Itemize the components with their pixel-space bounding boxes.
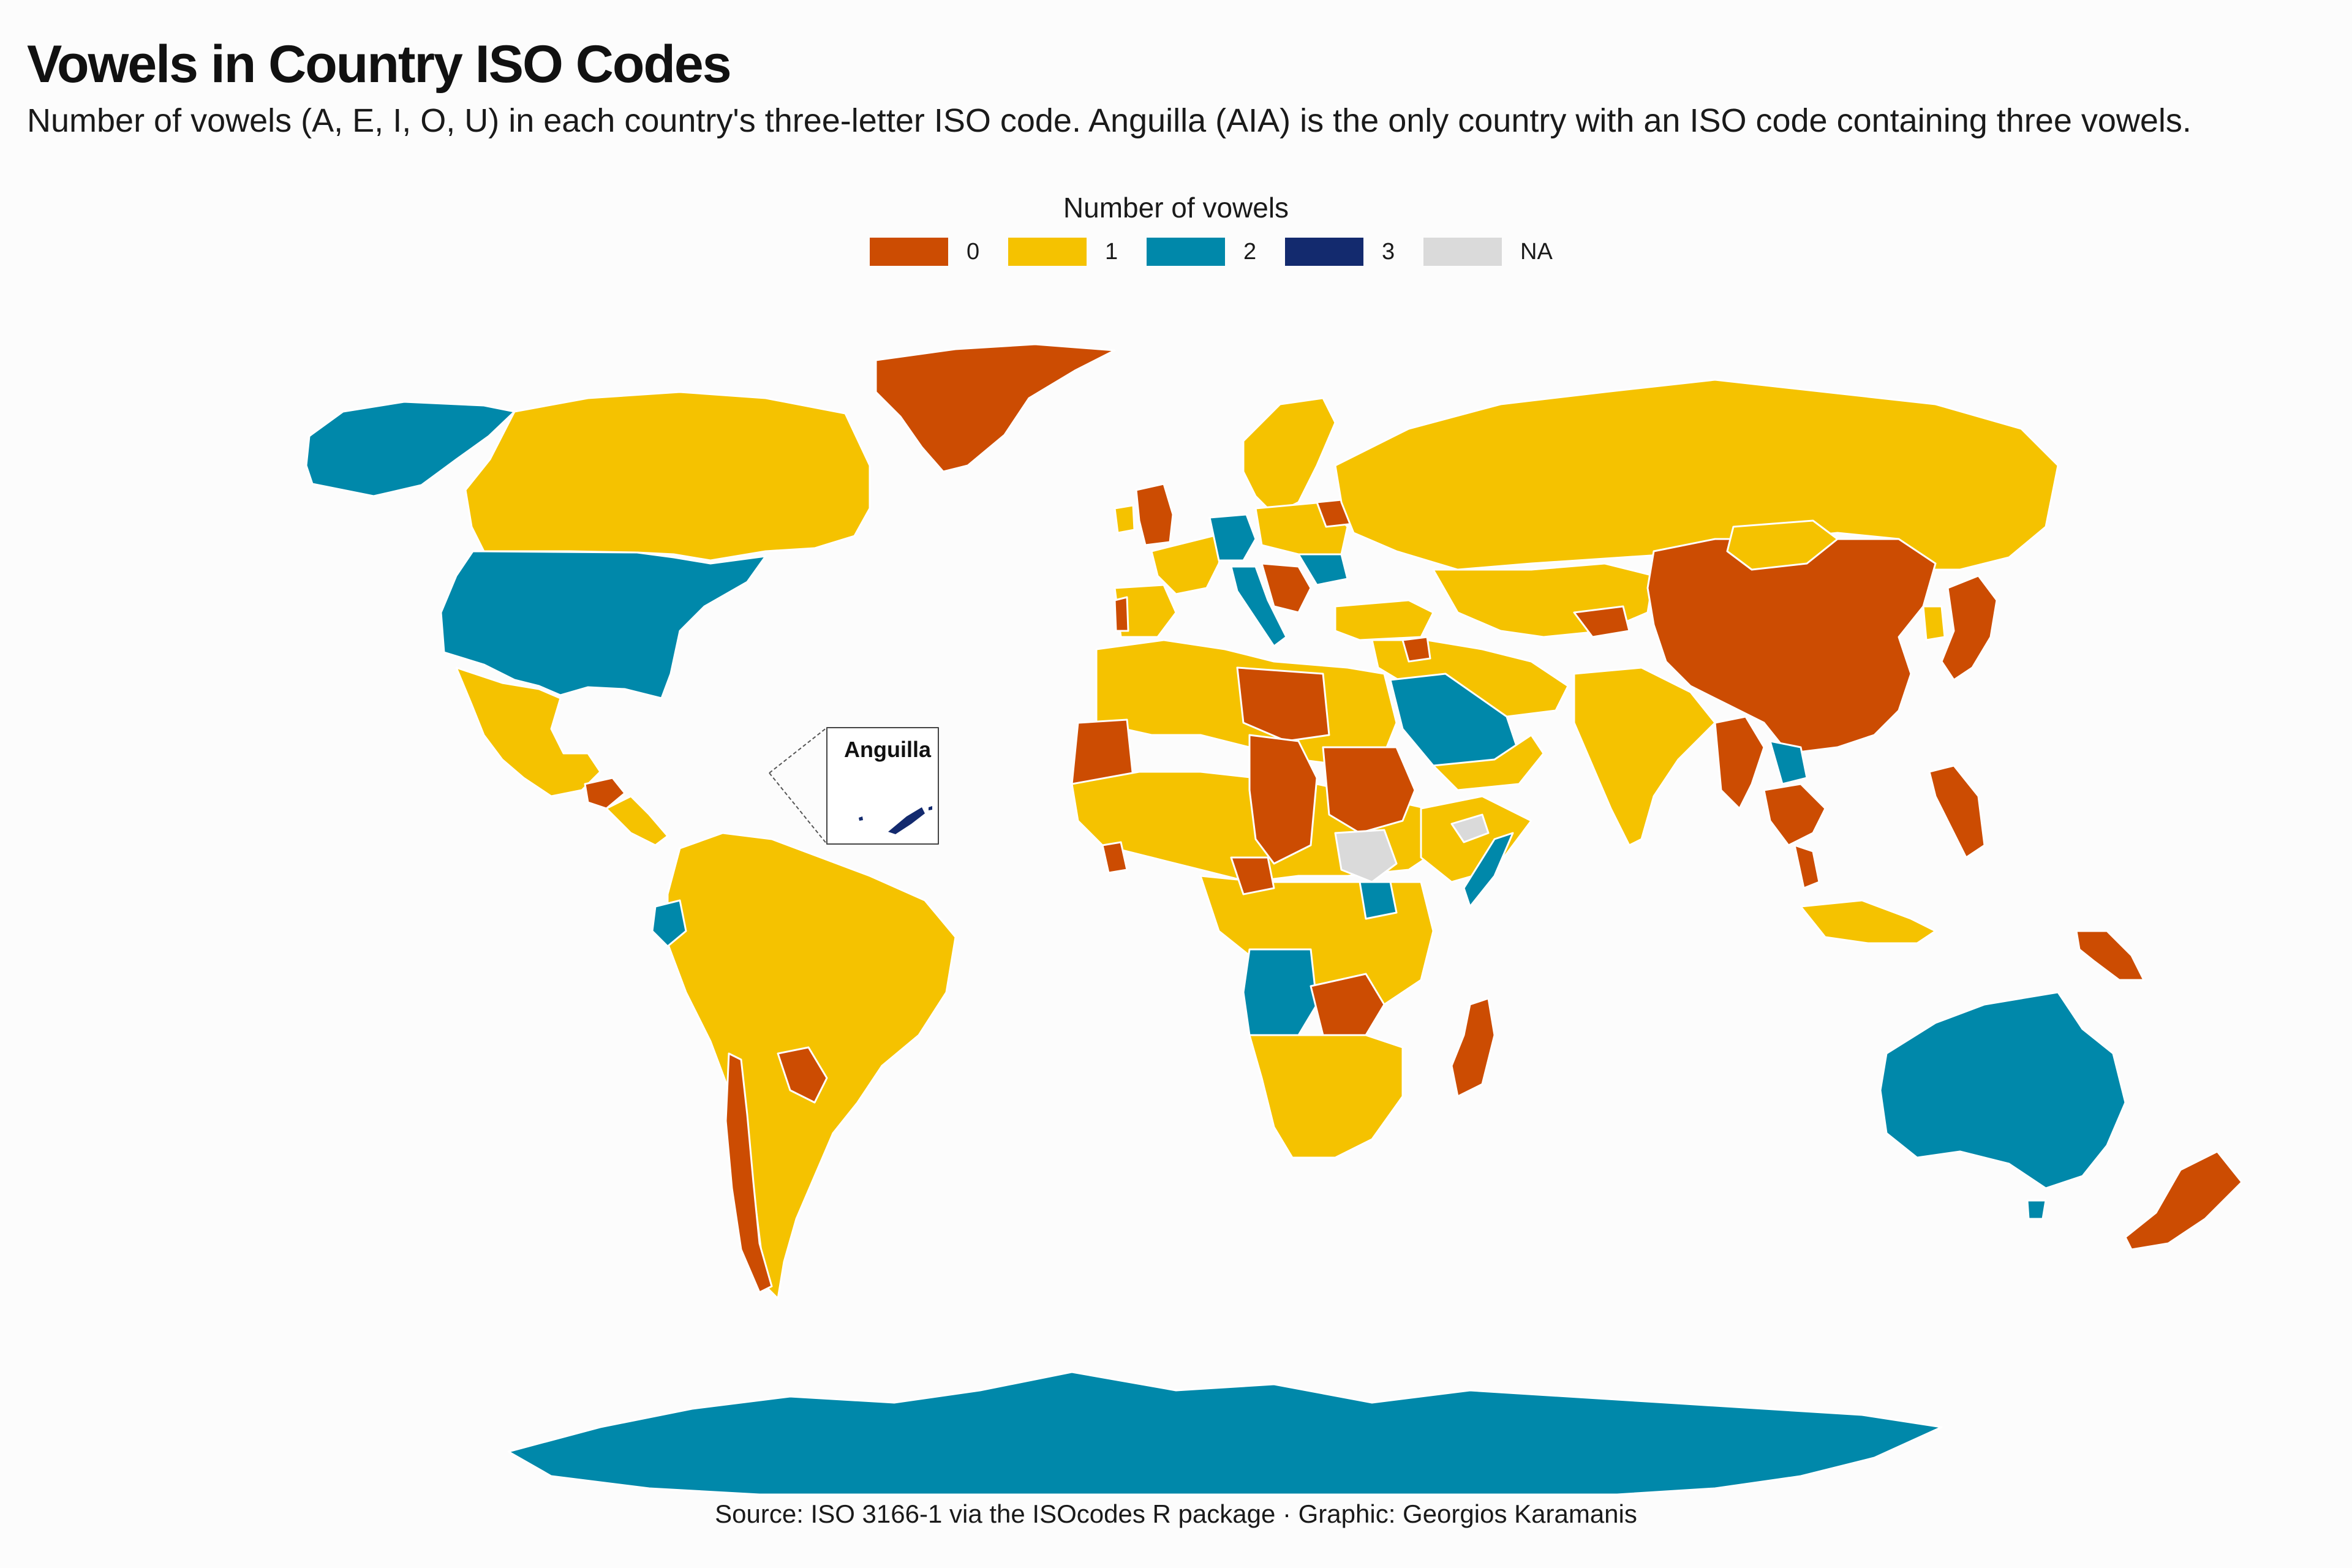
- region-na-africa: [1334, 829, 1398, 883]
- region-png: [2075, 930, 2145, 981]
- legend-label-0: 0: [967, 238, 980, 265]
- legend-label-3: 3: [1382, 238, 1395, 265]
- region-balkans: [1261, 562, 1312, 614]
- inset-title: Anguilla: [844, 737, 932, 762]
- legend-title: Number of vowels: [1063, 192, 1289, 224]
- map-title: Vowels in Country ISO Codes: [27, 35, 732, 94]
- region-uk: [1135, 483, 1174, 546]
- region-australia: [1879, 991, 2127, 1189]
- legend-swatch-1: [1008, 238, 1087, 266]
- region-chad-niger: [1248, 734, 1318, 865]
- legend-swatch-0: [870, 238, 948, 266]
- region-mexico: [455, 666, 601, 797]
- anguilla-islet-1: [859, 816, 863, 821]
- legend-item-na: NA: [1423, 238, 1553, 266]
- region-myanmar: [1714, 715, 1765, 810]
- region-turkey: [1334, 599, 1434, 641]
- region-laos: [1769, 740, 1808, 785]
- region-canada: [464, 391, 871, 562]
- region-ireland: [1114, 504, 1136, 534]
- inset-leader-top: [769, 727, 827, 774]
- inset-frame: [826, 727, 939, 845]
- anguilla-island: [888, 807, 925, 834]
- region-na-horn: [1450, 813, 1490, 843]
- region-scandinavia: [1242, 397, 1336, 516]
- legend-item-0: 0: [870, 238, 991, 266]
- region-cameroon: [1230, 856, 1275, 895]
- region-mongolia: [1726, 519, 1839, 571]
- region-italy: [1230, 565, 1287, 647]
- legend-swatch-2: [1147, 238, 1225, 266]
- region-usa: [440, 550, 767, 699]
- inset-leader-bottom: [769, 772, 827, 845]
- region-syria: [1401, 636, 1431, 663]
- region-kyrgyzstan-tajik: [1573, 605, 1630, 638]
- region-sudan: [1322, 746, 1416, 834]
- region-tasmania: [2026, 1199, 2047, 1220]
- map-regions: [305, 343, 2243, 1496]
- region-southeast-asia: [1800, 899, 1937, 944]
- region-zambia-zimbabwe: [1310, 973, 1385, 1036]
- region-southern-africa: [1248, 1034, 1404, 1159]
- region-malaysia: [1793, 844, 1820, 889]
- legend-label-2: 2: [1243, 238, 1257, 265]
- region-central-america-guatemala: [584, 777, 626, 810]
- region-uganda-kenya: [1359, 881, 1398, 920]
- anguilla-islet-2: [929, 806, 932, 810]
- legend-item-1: 1: [1008, 238, 1129, 266]
- region-west-africa-coast: [1101, 841, 1128, 874]
- region-yemen-oman: [1432, 734, 1545, 791]
- source-caption: Source: ISO 3166-1 via the ISOcodes R pa…: [715, 1499, 1637, 1528]
- region-india: [1573, 666, 1716, 846]
- region-paraguay: [777, 1046, 828, 1104]
- region-madagascar: [1450, 997, 1496, 1098]
- legend-items: 0 1 2 3 NA: [870, 238, 1570, 266]
- legend-swatch-3: [1285, 238, 1363, 266]
- region-alaska: [305, 401, 516, 497]
- region-china: [1646, 538, 1937, 755]
- region-antarctica: [507, 1371, 1943, 1496]
- region-thailand-vietnam: [1763, 783, 1826, 846]
- region-korea: [1922, 605, 1946, 641]
- region-somalia: [1463, 832, 1514, 908]
- legend-label-1: 1: [1105, 238, 1118, 265]
- legend-item-2: 2: [1147, 238, 1268, 266]
- map-subtitle: Number of vowels (A, E, I, O, U) in each…: [27, 102, 2192, 139]
- legend-item-3: 3: [1285, 238, 1406, 266]
- region-libya: [1236, 666, 1330, 742]
- region-japan: [1940, 575, 1998, 681]
- region-new-zealand: [2124, 1150, 2243, 1251]
- region-central-america: [605, 795, 669, 846]
- region-philippines: [1928, 764, 1986, 859]
- region-greenland: [875, 343, 1116, 473]
- region-ecuador: [651, 899, 687, 948]
- region-portugal: [1114, 596, 1129, 632]
- region-germany: [1208, 513, 1257, 562]
- legend-label-na: NA: [1520, 238, 1553, 265]
- region-russia: [1334, 379, 2059, 571]
- anguilla-inset: Anguilla: [769, 727, 939, 845]
- region-chile: [725, 1052, 773, 1294]
- region-western-europe: [1150, 532, 1226, 595]
- region-angola: [1242, 948, 1318, 1036]
- legend-swatch-na: [1423, 238, 1502, 266]
